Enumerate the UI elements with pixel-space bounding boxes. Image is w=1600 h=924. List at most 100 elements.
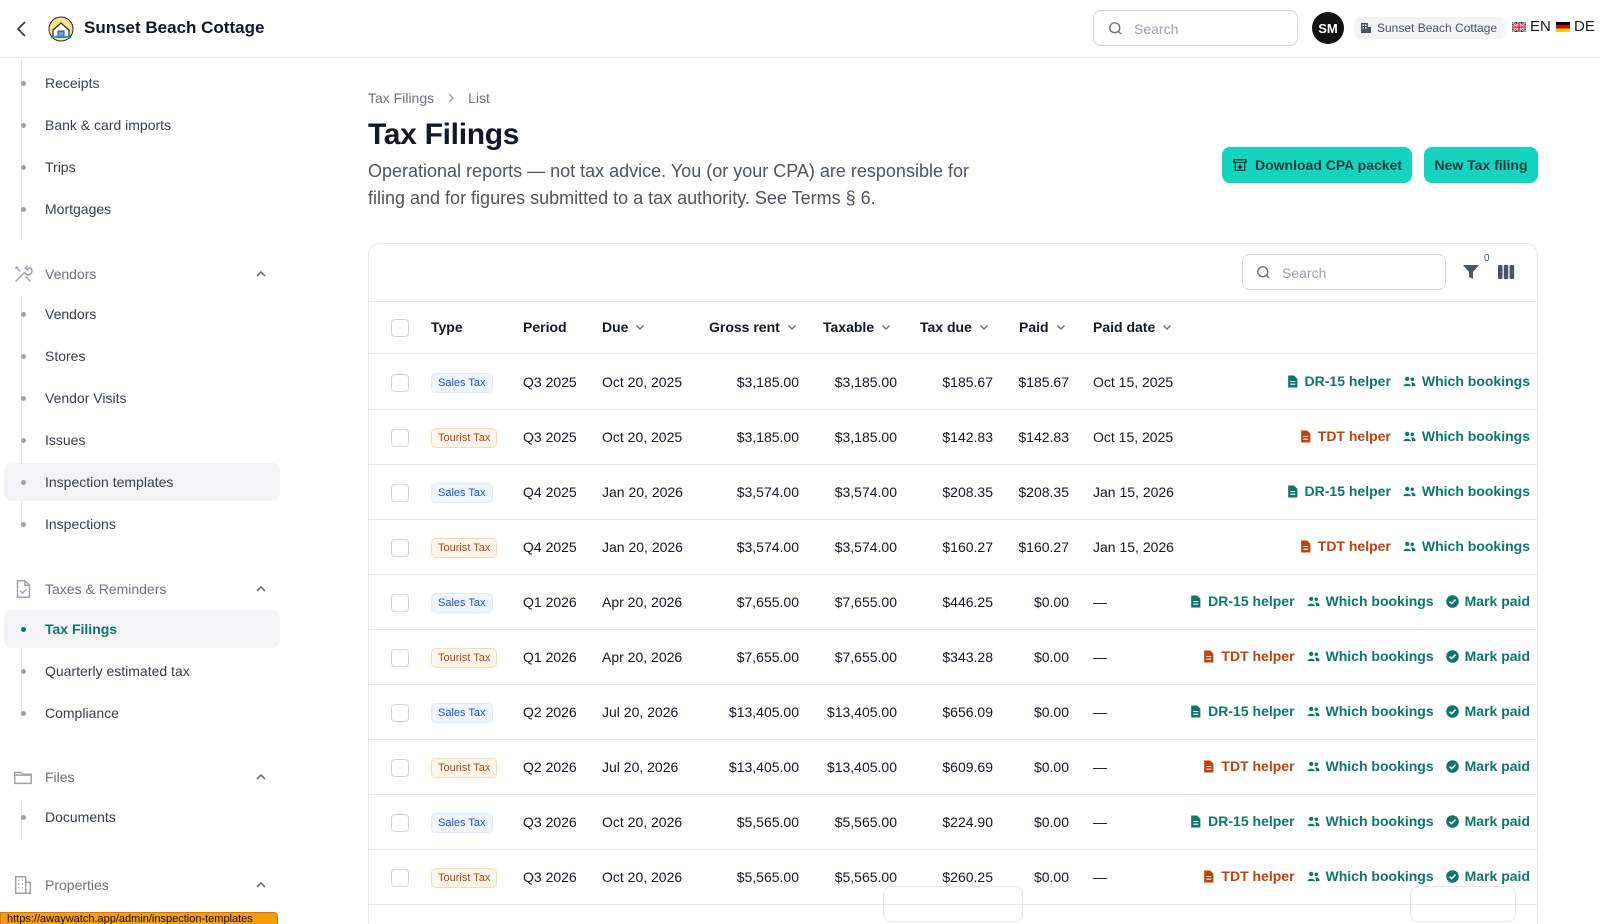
mark-paid-button[interactable]: Mark paid — [1445, 648, 1530, 664]
cell-paid-date: Jan 15, 2026 — [1093, 484, 1174, 500]
pagination-controls[interactable] — [1410, 886, 1516, 922]
nav-group-properties[interactable]: Properties — [4, 866, 280, 904]
table-row[interactable]: Sales Tax Q3 2026 Oct 20, 2026 $5,565.00… — [369, 795, 1537, 850]
row-checkbox[interactable] — [391, 539, 409, 557]
sidebar-item-documents[interactable]: Documents — [4, 798, 280, 836]
sidebar-item-issues[interactable]: Issues — [4, 421, 280, 459]
back-arrow-icon[interactable] — [10, 17, 34, 41]
mark-paid-label: Mark paid — [1464, 648, 1530, 664]
tenant-switcher[interactable]: Sunset Beach Cottage — [1354, 17, 1506, 39]
mark-paid-button[interactable]: Mark paid — [1445, 758, 1530, 774]
column-header-paid-date[interactable]: Paid date — [1093, 319, 1173, 335]
helper-link[interactable]: TDT helper — [1299, 428, 1391, 444]
helper-link[interactable]: DR-15 helper — [1286, 373, 1391, 389]
new-tax-filing-button[interactable]: New Tax filing — [1424, 147, 1538, 183]
mark-paid-button[interactable]: Mark paid — [1445, 703, 1530, 719]
sidebar-item-label: Trips — [45, 159, 76, 175]
helper-link[interactable]: DR-15 helper — [1286, 483, 1391, 499]
row-checkbox[interactable] — [391, 484, 409, 502]
column-header-paid[interactable]: Paid — [1019, 319, 1067, 335]
which-bookings-link[interactable]: Which bookings — [1306, 813, 1434, 829]
which-bookings-link[interactable]: Which bookings — [1403, 373, 1530, 389]
row-checkbox[interactable] — [391, 374, 409, 392]
sidebar-item-compliance[interactable]: Compliance — [4, 694, 280, 732]
row-checkbox[interactable] — [391, 759, 409, 777]
which-bookings-link[interactable]: Which bookings — [1306, 593, 1434, 609]
helper-link[interactable]: TDT helper — [1202, 868, 1295, 884]
sidebar-item-receipts[interactable]: Receipts — [4, 64, 280, 102]
column-label: Paid — [1019, 319, 1049, 335]
lang-de[interactable]: DE — [1556, 18, 1595, 35]
sidebar-item-tax-filings[interactable]: Tax Filings — [4, 610, 280, 648]
which-bookings-link[interactable]: Which bookings — [1403, 483, 1530, 499]
per-page-select[interactable] — [883, 886, 1023, 922]
column-header-due[interactable]: Due — [602, 319, 646, 335]
nav-group-taxes[interactable]: Taxes & Reminders — [4, 570, 280, 608]
helper-label: DR-15 helper — [1304, 373, 1391, 389]
table-row[interactable]: Tourist Tax Q4 2025 Jan 20, 2026 $3,574.… — [369, 520, 1537, 575]
sidebar-item-label: Receipts — [45, 75, 100, 91]
table-row[interactable]: Sales Tax Q4 2025 Jan 20, 2026 $3,574.00… — [369, 465, 1537, 520]
column-header-gross-rent[interactable]: Gross rent — [709, 319, 798, 335]
which-bookings-label: Which bookings — [1325, 703, 1434, 719]
breadcrumb-tax-filings[interactable]: Tax Filings — [368, 90, 435, 106]
table-row[interactable]: Tourist Tax Q3 2025 Oct 20, 2025 $3,185.… — [369, 410, 1537, 465]
which-bookings-link[interactable]: Which bookings — [1306, 648, 1434, 664]
global-search-input[interactable]: Search — [1093, 10, 1298, 46]
filter-icon[interactable] — [1461, 262, 1481, 282]
table-search-input[interactable]: Search — [1242, 254, 1446, 290]
column-header-tax-due[interactable]: Tax due — [920, 319, 990, 335]
sidebar-item-trips[interactable]: Trips — [4, 148, 280, 186]
table-row[interactable]: Tourist Tax Q3 2026 Oct 20, 2026 $5,565.… — [369, 850, 1537, 905]
sidebar-item-inspection-templates[interactable]: Inspection templates — [4, 463, 280, 501]
sidebar-item-bank-imports[interactable]: Bank & card imports — [4, 106, 280, 144]
mark-paid-button[interactable]: Mark paid — [1445, 593, 1530, 609]
helper-link[interactable]: DR-15 helper — [1189, 813, 1295, 829]
row-checkbox[interactable] — [391, 814, 409, 832]
mark-paid-button[interactable]: Mark paid — [1445, 868, 1530, 884]
columns-icon[interactable] — [1496, 262, 1516, 282]
download-cpa-packet-button[interactable]: Download CPA packet — [1222, 147, 1412, 183]
helper-link[interactable]: TDT helper — [1202, 758, 1295, 774]
table-row[interactable]: Sales Tax Q1 2026 Apr 20, 2026 $7,655.00… — [369, 575, 1537, 630]
sidebar-item-quarterly-estimated-tax[interactable]: Quarterly estimated tax — [4, 652, 280, 690]
helper-label: DR-15 helper — [1208, 703, 1295, 719]
helper-link[interactable]: DR-15 helper — [1189, 593, 1295, 609]
select-all-checkbox[interactable] — [391, 319, 409, 337]
mark-paid-button[interactable]: Mark paid — [1445, 813, 1530, 829]
row-checkbox[interactable] — [391, 704, 409, 722]
row-actions: TDT helper Which bookings — [1299, 428, 1530, 444]
which-bookings-link[interactable]: Which bookings — [1306, 758, 1434, 774]
row-checkbox[interactable] — [391, 594, 409, 612]
which-bookings-link[interactable]: Which bookings — [1306, 703, 1434, 719]
lang-en[interactable]: EN — [1512, 18, 1551, 35]
nav-group-files[interactable]: Files — [4, 758, 280, 796]
cell-paid-date: — — [1093, 869, 1107, 885]
row-checkbox[interactable] — [391, 869, 409, 887]
table-row[interactable]: Tourist Tax Q1 2026 Apr 20, 2026 $7,655.… — [369, 630, 1537, 685]
column-header-taxable[interactable]: Taxable — [823, 319, 892, 335]
table-row[interactable]: Tourist Tax Q2 2026 Jul 20, 2026 $13,405… — [369, 740, 1537, 795]
avatar[interactable]: SM — [1312, 12, 1344, 44]
cell-paid-date: — — [1093, 814, 1107, 830]
row-checkbox[interactable] — [391, 429, 409, 447]
sidebar-item-vendors[interactable]: Vendors — [4, 295, 280, 333]
sidebar-item-inspections[interactable]: Inspections — [4, 505, 280, 543]
table-row[interactable]: Sales Tax Q3 2025 Oct 20, 2025 $3,185.00… — [369, 355, 1537, 410]
sidebar-item-mortgages[interactable]: Mortgages — [4, 190, 280, 228]
nav-group-vendors[interactable]: Vendors — [4, 255, 280, 293]
which-bookings-link[interactable]: Which bookings — [1403, 538, 1530, 554]
helper-link[interactable]: DR-15 helper — [1189, 703, 1295, 719]
row-checkbox[interactable] — [391, 649, 409, 667]
sidebar-item-stores[interactable]: Stores — [4, 337, 280, 375]
link-status-url: https://awaywatch.app/admin/inspection-t… — [0, 912, 278, 924]
nav-tree-line — [21, 612, 22, 717]
helper-link[interactable]: TDT helper — [1299, 538, 1391, 554]
row-actions: TDT helper Which bookings Mark paid — [1202, 648, 1530, 664]
table-row[interactable]: Sales Tax Q2 2026 Jul 20, 2026 $13,405.0… — [369, 685, 1537, 740]
which-bookings-link[interactable]: Which bookings — [1403, 428, 1530, 444]
which-bookings-link[interactable]: Which bookings — [1306, 868, 1434, 884]
sidebar-item-vendor-visits[interactable]: Vendor Visits — [4, 379, 280, 417]
sidebar-item-label: Mortgages — [45, 201, 112, 217]
helper-link[interactable]: TDT helper — [1202, 648, 1295, 664]
